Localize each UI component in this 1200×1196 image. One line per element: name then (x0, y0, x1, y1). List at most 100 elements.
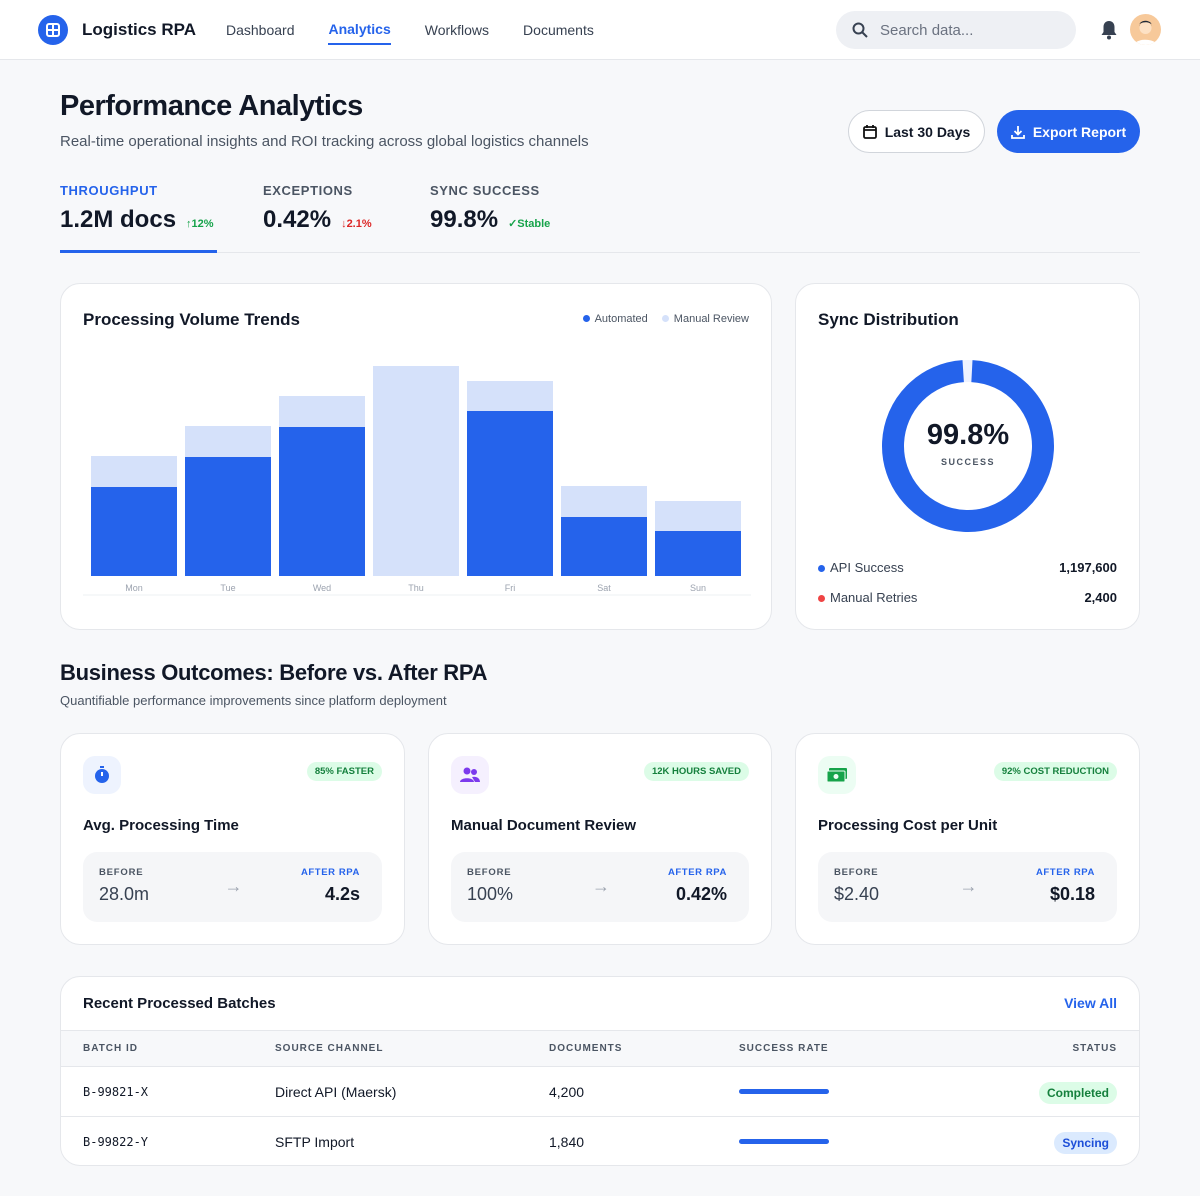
bar-manual-review-fri[interactable] (467, 381, 553, 411)
outcomes-subtitle: Quantifiable performance improvements si… (60, 693, 447, 708)
kpi-exceptions[interactable]: EXCEPTIONS 0.42% ↓2.1% (263, 183, 372, 253)
documents-count: 1,840 (549, 1116, 739, 1165)
status-badge: Completed (1038, 1081, 1117, 1104)
before-value: 100% (467, 884, 514, 904)
nav-workflows[interactable]: Workflows (424, 21, 490, 38)
nav-documents[interactable]: Documents (523, 21, 594, 38)
before-after-box: BEFORE 28.0m → AFTER RPA 4.2s (83, 852, 382, 922)
table-row[interactable]: B-99821-X Direct API (Maersk) 4,200 Comp… (61, 1066, 1139, 1117)
search-input[interactable]: Search data... (836, 11, 1076, 49)
sync-row-api-success: API Success 1,197,600 (818, 560, 1117, 575)
donut-center-value: 99.8% (926, 419, 1010, 451)
bell-icon[interactable] (1100, 20, 1118, 40)
before-after-box: BEFORE $2.40 → AFTER RPA $0.18 (818, 852, 1117, 922)
volume-bar-chart: Mon Tue Wed Thu Fri Sat Sun (83, 366, 751, 596)
bar-automated-wed[interactable] (279, 427, 365, 576)
volume-chart-title: Processing Volume Trends (83, 310, 300, 329)
kpi-label: SYNC SUCCESS (430, 183, 540, 198)
bar-manual-review-sun[interactable] (655, 501, 741, 531)
batch-id: B-99822-Y (61, 1116, 275, 1165)
status-badge: Syncing (1054, 1131, 1117, 1154)
nav-analytics[interactable]: Analytics (328, 15, 391, 45)
chart-legend: Automated Manual Review (582, 313, 749, 325)
outcome-title: Avg. Processing Time (83, 817, 239, 834)
search-icon (852, 22, 868, 38)
legend-manual-review: Manual Review (661, 313, 749, 325)
top-nav: Logistics RPA Dashboard Analytics Workfl… (0, 0, 1200, 60)
bar-manual-review-mon[interactable] (91, 456, 177, 487)
nav-dashboard[interactable]: Dashboard (225, 21, 295, 38)
outcome-card-cost-per-unit: 92% COST REDUCTION Processing Cost per U… (795, 733, 1140, 945)
batches-table: BATCH ID SOURCE CHANNEL DOCUMENTS SUCCES… (61, 1030, 1139, 1165)
bar-manual-review-thu[interactable] (373, 366, 459, 576)
bar-automated-sun[interactable] (655, 531, 741, 576)
sync-title: Sync Distribution (818, 310, 959, 329)
outcome-title: Manual Document Review (451, 817, 637, 834)
kpi-change: ↑12% (186, 218, 214, 230)
brand-name: Logistics RPA (82, 19, 196, 39)
success-rate-bar (739, 1116, 929, 1165)
kpi-label: THROUGHPUT (60, 183, 158, 198)
batches-title: Recent Processed Batches (83, 995, 276, 1012)
col-source-channel[interactable]: SOURCE CHANNEL (275, 1030, 549, 1067)
bar-automated-sat[interactable] (561, 517, 647, 576)
before-value: 28.0m (99, 884, 150, 904)
calendar-icon (862, 124, 877, 139)
kpi-tabs: THROUGHPUT 1.2M docs ↑12% EXCEPTIONS 0.42% ↓… (60, 183, 1140, 253)
recent-batches-card: Recent Processed Batches View All BATCH … (60, 976, 1140, 1166)
donut-center-label: SUCCESS (940, 457, 995, 467)
outcome-badge: 85% FASTER (306, 762, 382, 781)
export-label: Export Report (1032, 123, 1127, 140)
arrow-right-icon: → (592, 876, 610, 896)
batch-id: B-99821-X (61, 1066, 275, 1117)
x-tick-label: Wed (313, 583, 331, 593)
outcome-card-processing-time: 85% FASTER Avg. Processing Time BEFORE 28… (60, 733, 405, 945)
bar-manual-review-tue[interactable] (185, 426, 271, 457)
source-channel: SFTP Import (275, 1116, 549, 1165)
kpi-label: EXCEPTIONS (263, 183, 353, 198)
sync-donut-chart (882, 360, 1054, 532)
kpi-change: ↓2.1% (341, 218, 372, 230)
col-success-rate[interactable]: SUCCESS RATE (739, 1030, 929, 1067)
legend-automated: Automated (582, 313, 648, 325)
outcome-card-document-review: 12K HOURS SAVED Manual Document Review B… (428, 733, 772, 945)
x-tick-label: Sun (690, 583, 706, 593)
date-range-button[interactable]: Last 30 Days (848, 110, 985, 153)
view-all-link[interactable]: View All (1064, 995, 1117, 1011)
source-channel: Direct API (Maersk) (275, 1066, 549, 1117)
export-report-button[interactable]: Export Report (997, 110, 1140, 153)
col-status[interactable]: STATUS (928, 1030, 1139, 1067)
date-range-label: Last 30 Days (884, 123, 971, 140)
bar-automated-tue[interactable] (185, 457, 271, 576)
outcome-badge: 12K HOURS SAVED (643, 762, 749, 781)
outcomes-title: Business Outcomes: Before vs. After RPA (60, 660, 488, 685)
kpi-change: ✓Stable (508, 218, 551, 230)
outcome-badge: 92% COST REDUCTION (993, 762, 1117, 781)
search-placeholder: Search data... (880, 21, 974, 39)
col-batch-id[interactable]: BATCH ID (61, 1030, 275, 1067)
bar-automated-fri[interactable] (467, 411, 553, 576)
kpi-value: 0.42% (263, 206, 332, 233)
bar-automated-mon[interactable] (91, 487, 177, 576)
x-tick-label: Tue (220, 583, 235, 593)
col-documents[interactable]: DOCUMENTS (549, 1030, 739, 1067)
kpi-throughput[interactable]: THROUGHPUT 1.2M docs ↑12% (60, 183, 217, 253)
arrow-right-icon: → (224, 876, 243, 896)
sync-row-manual-retries: Manual Retries 2,400 (818, 590, 1117, 605)
success-rate-bar (739, 1066, 929, 1117)
kpi-sync-success[interactable]: SYNC SUCCESS 99.8% ✓Stable (430, 183, 550, 253)
after-value: 0.42% (675, 884, 727, 904)
money-icon (818, 756, 856, 794)
avatar[interactable] (1130, 14, 1161, 45)
x-tick-label: Fri (505, 583, 516, 593)
documents-count: 4,200 (549, 1066, 739, 1117)
bar-manual-review-sat[interactable] (561, 486, 647, 517)
table-row[interactable]: B-99822-Y SFTP Import 1,840 Syncing (61, 1116, 1139, 1165)
page-title: Performance Analytics (60, 90, 363, 122)
after-value: 4.2s (324, 884, 360, 904)
x-tick-label: Mon (125, 583, 143, 593)
kpi-value: 99.8% (430, 206, 499, 233)
bar-manual-review-wed[interactable] (279, 396, 365, 427)
arrow-right-icon: → (959, 876, 978, 896)
sync-distribution-card: Sync Distribution 99.8% SUCCESS API Succ… (795, 283, 1140, 630)
